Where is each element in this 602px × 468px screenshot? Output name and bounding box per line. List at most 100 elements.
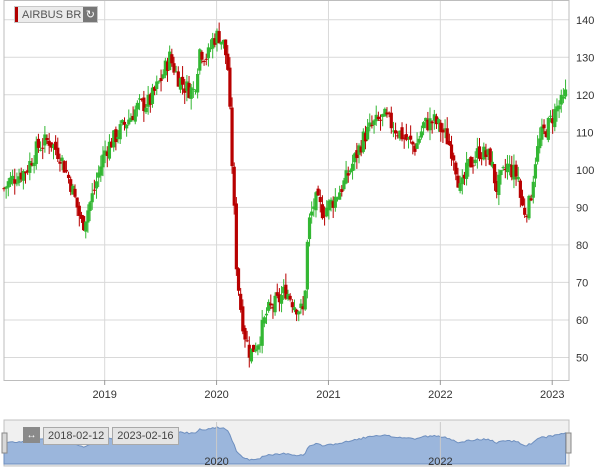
candle-body bbox=[198, 49, 202, 71]
candle-body bbox=[295, 309, 299, 315]
candle-body bbox=[66, 174, 71, 179]
x-tick-label: 2020 bbox=[204, 389, 228, 401]
range-end-date[interactable]: 2023-02-16 bbox=[112, 427, 179, 445]
candle-body bbox=[23, 172, 28, 174]
candle-body bbox=[146, 94, 150, 107]
candle-body bbox=[28, 161, 32, 173]
candle-body bbox=[256, 345, 260, 350]
candle-body bbox=[548, 115, 553, 117]
candle-body bbox=[185, 81, 189, 91]
candle-body bbox=[400, 127, 404, 140]
candle-body bbox=[290, 302, 294, 308]
navigator-left-handle[interactable] bbox=[1, 432, 8, 454]
candle-body bbox=[271, 307, 275, 309]
candle-body bbox=[71, 185, 75, 195]
candle-body bbox=[361, 131, 365, 152]
candle-body bbox=[94, 181, 99, 189]
candle-body bbox=[333, 196, 337, 208]
candle-body bbox=[19, 172, 23, 180]
candle-body bbox=[131, 115, 135, 120]
candle-body bbox=[234, 203, 238, 270]
candle-body bbox=[215, 30, 219, 44]
candle-body bbox=[13, 179, 17, 184]
candle-body bbox=[551, 118, 555, 124]
candle-body bbox=[77, 205, 81, 216]
reload-icon[interactable]: ↻ bbox=[83, 7, 98, 22]
candle-body bbox=[316, 188, 320, 196]
y-tick-label: 120 bbox=[576, 90, 594, 102]
candle-body bbox=[452, 155, 456, 161]
candle-body bbox=[301, 306, 305, 310]
candle-body bbox=[553, 109, 557, 128]
candle-body bbox=[62, 161, 66, 173]
candle-body bbox=[471, 165, 475, 167]
navigator-tick-label: 2022 bbox=[428, 456, 452, 468]
candle-body bbox=[363, 133, 368, 142]
range-start-date[interactable]: 2018-02-12 bbox=[43, 427, 110, 445]
candle-body bbox=[417, 138, 421, 143]
candle-body bbox=[467, 158, 471, 167]
candle-body bbox=[232, 166, 236, 206]
candle-body bbox=[2, 188, 6, 190]
candle-body bbox=[208, 48, 213, 50]
candle-body bbox=[86, 210, 90, 223]
candle-body bbox=[353, 153, 357, 163]
candle-body bbox=[473, 159, 477, 164]
candle-body bbox=[153, 87, 157, 91]
candle-body bbox=[480, 158, 484, 160]
candle-body bbox=[508, 163, 512, 167]
navigator-right-handle[interactable] bbox=[565, 432, 572, 454]
candle-body bbox=[492, 164, 497, 184]
candle-body bbox=[41, 147, 45, 149]
candle-body bbox=[378, 119, 383, 121]
candle-body bbox=[84, 221, 88, 232]
x-tick-label: 2019 bbox=[92, 389, 116, 401]
candle-body bbox=[286, 293, 290, 300]
candle-body bbox=[180, 76, 185, 85]
y-tick-label: 60 bbox=[576, 315, 588, 327]
candle-body bbox=[499, 170, 503, 176]
candle-body bbox=[137, 98, 142, 100]
candle-body bbox=[174, 71, 178, 73]
candle-body bbox=[424, 117, 428, 122]
candle-body bbox=[135, 102, 139, 110]
candle-body bbox=[228, 67, 232, 107]
candle-body bbox=[437, 119, 441, 124]
candle-body bbox=[305, 241, 309, 290]
candle-body bbox=[15, 183, 19, 185]
candle-body bbox=[447, 141, 451, 146]
x-tick-label: 2021 bbox=[316, 389, 340, 401]
candle-body bbox=[140, 99, 144, 101]
candle-body bbox=[368, 122, 372, 127]
candle-body bbox=[387, 112, 391, 114]
candle-body bbox=[376, 116, 380, 120]
candle-body bbox=[372, 120, 376, 125]
instrument-label: AIRBUS BR bbox=[22, 8, 82, 21]
range-arrows-icon[interactable]: ↔ bbox=[23, 427, 40, 443]
candle-body bbox=[264, 313, 269, 316]
candle-body bbox=[133, 109, 137, 122]
candle-body bbox=[512, 164, 516, 180]
candle-body bbox=[544, 131, 548, 138]
candle-body bbox=[64, 170, 68, 172]
candle-body bbox=[563, 89, 568, 97]
candle-body bbox=[346, 173, 350, 176]
candle-body bbox=[144, 107, 148, 113]
candle-body bbox=[277, 294, 281, 303]
candle-body bbox=[350, 163, 355, 171]
candle-body bbox=[45, 138, 49, 140]
y-axis: 50 60 70 80 90 100 110 120 130 140 bbox=[576, 15, 594, 365]
candle-body bbox=[279, 295, 284, 304]
candle-body bbox=[559, 94, 563, 105]
candle-body bbox=[318, 197, 322, 203]
candle-body bbox=[254, 349, 258, 352]
candle-body bbox=[340, 189, 344, 193]
candle-body bbox=[217, 31, 221, 43]
candle-body bbox=[243, 327, 247, 340]
candle-body bbox=[258, 344, 262, 346]
candle-body bbox=[79, 214, 84, 219]
candle-body bbox=[249, 348, 254, 362]
candle-body bbox=[398, 130, 402, 139]
candle-body bbox=[82, 216, 86, 231]
candle-body bbox=[58, 161, 62, 164]
